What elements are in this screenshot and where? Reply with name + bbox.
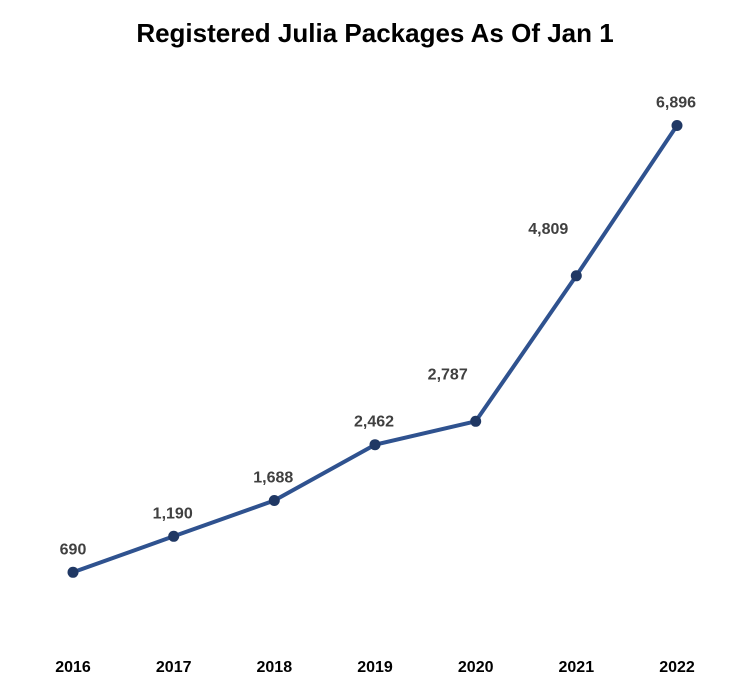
data-label: 2,787 <box>428 366 468 383</box>
x-tick-label: 2018 <box>257 659 293 676</box>
x-tick-label: 2020 <box>458 659 494 676</box>
data-point <box>570 270 582 282</box>
x-axis: 2016 2017 2018 2019 2020 2021 2022 <box>55 659 695 676</box>
data-point <box>671 120 683 131</box>
x-tick-label: 2022 <box>659 659 695 676</box>
data-point <box>168 530 180 542</box>
data-point <box>369 439 381 451</box>
data-label: 1,190 <box>153 505 193 522</box>
x-tick-label: 2016 <box>55 659 91 676</box>
data-label: 1,688 <box>253 470 293 487</box>
data-point <box>268 495 280 506</box>
x-tick-label: 2019 <box>357 659 393 676</box>
data-label: 4,809 <box>528 221 568 238</box>
x-tick-label: 2021 <box>559 659 595 676</box>
data-label: 690 <box>60 541 87 558</box>
x-tick-label: 2017 <box>156 659 192 676</box>
chart-title: Registered Julia Packages As Of Jan 1 <box>136 18 614 48</box>
data-point <box>67 566 79 578</box>
data-point <box>470 415 482 427</box>
data-label: 2,462 <box>354 414 394 431</box>
data-label: 6,896 <box>656 95 696 112</box>
series-group: 690 1,190 1,688 2,462 2,787 4,809 6,896 <box>60 95 696 578</box>
